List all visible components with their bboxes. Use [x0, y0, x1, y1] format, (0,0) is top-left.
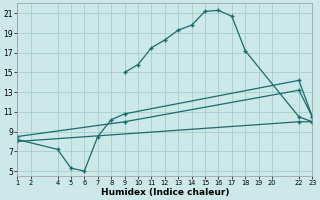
X-axis label: Humidex (Indice chaleur): Humidex (Indice chaleur) [100, 188, 229, 197]
